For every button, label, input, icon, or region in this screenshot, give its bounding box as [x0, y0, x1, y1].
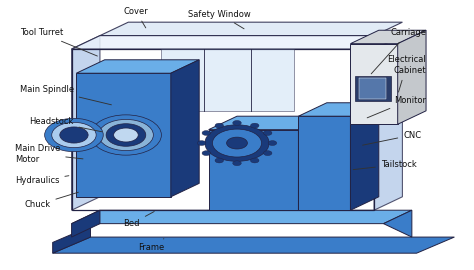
Polygon shape — [72, 36, 402, 49]
Circle shape — [268, 141, 277, 146]
Polygon shape — [209, 116, 327, 130]
Circle shape — [91, 115, 161, 155]
Circle shape — [233, 120, 241, 125]
Circle shape — [202, 151, 210, 156]
Circle shape — [202, 131, 210, 135]
Polygon shape — [72, 210, 100, 237]
Polygon shape — [72, 210, 412, 224]
Polygon shape — [398, 30, 426, 124]
Polygon shape — [53, 226, 91, 253]
Text: Safety Window: Safety Window — [189, 10, 251, 29]
Text: Tailstock: Tailstock — [353, 160, 417, 170]
Polygon shape — [53, 237, 455, 253]
Circle shape — [264, 151, 272, 156]
Circle shape — [250, 158, 259, 163]
Polygon shape — [209, 130, 299, 210]
FancyBboxPatch shape — [359, 78, 386, 99]
Text: Frame: Frame — [138, 239, 164, 252]
Polygon shape — [350, 103, 379, 210]
Circle shape — [205, 125, 269, 161]
Polygon shape — [72, 36, 100, 210]
Circle shape — [60, 127, 88, 143]
Text: Main Drive
Motor: Main Drive Motor — [15, 144, 83, 164]
Polygon shape — [299, 116, 350, 210]
Circle shape — [99, 119, 154, 151]
Polygon shape — [350, 44, 398, 124]
Circle shape — [212, 129, 262, 157]
Circle shape — [250, 123, 259, 128]
Text: Hydraulics: Hydraulics — [15, 176, 69, 185]
Text: Carriage: Carriage — [371, 28, 426, 74]
Polygon shape — [100, 22, 402, 36]
Circle shape — [114, 128, 138, 142]
Polygon shape — [76, 73, 171, 197]
FancyBboxPatch shape — [161, 49, 294, 111]
Circle shape — [106, 124, 146, 146]
Text: Headstock: Headstock — [29, 117, 102, 132]
Circle shape — [215, 123, 224, 128]
Circle shape — [45, 118, 103, 152]
Text: Chuck: Chuck — [24, 192, 78, 209]
Circle shape — [215, 158, 224, 163]
Text: Cover: Cover — [124, 7, 148, 28]
Polygon shape — [383, 210, 412, 237]
Polygon shape — [299, 103, 379, 116]
Circle shape — [197, 141, 206, 146]
Text: Main Spindle: Main Spindle — [19, 85, 111, 105]
Circle shape — [233, 161, 241, 166]
Circle shape — [227, 137, 247, 149]
Circle shape — [264, 131, 272, 135]
Polygon shape — [299, 116, 327, 210]
FancyBboxPatch shape — [355, 76, 391, 102]
Polygon shape — [374, 36, 402, 210]
Circle shape — [52, 122, 96, 148]
Text: CNC: CNC — [363, 130, 421, 145]
Text: Monitor: Monitor — [367, 96, 426, 118]
Polygon shape — [171, 60, 199, 197]
Text: Electrical
Cabinet: Electrical Cabinet — [387, 55, 426, 92]
Polygon shape — [76, 60, 199, 73]
Text: Tool Turret: Tool Turret — [19, 28, 97, 56]
Polygon shape — [350, 30, 426, 44]
Text: Bed: Bed — [124, 211, 154, 228]
